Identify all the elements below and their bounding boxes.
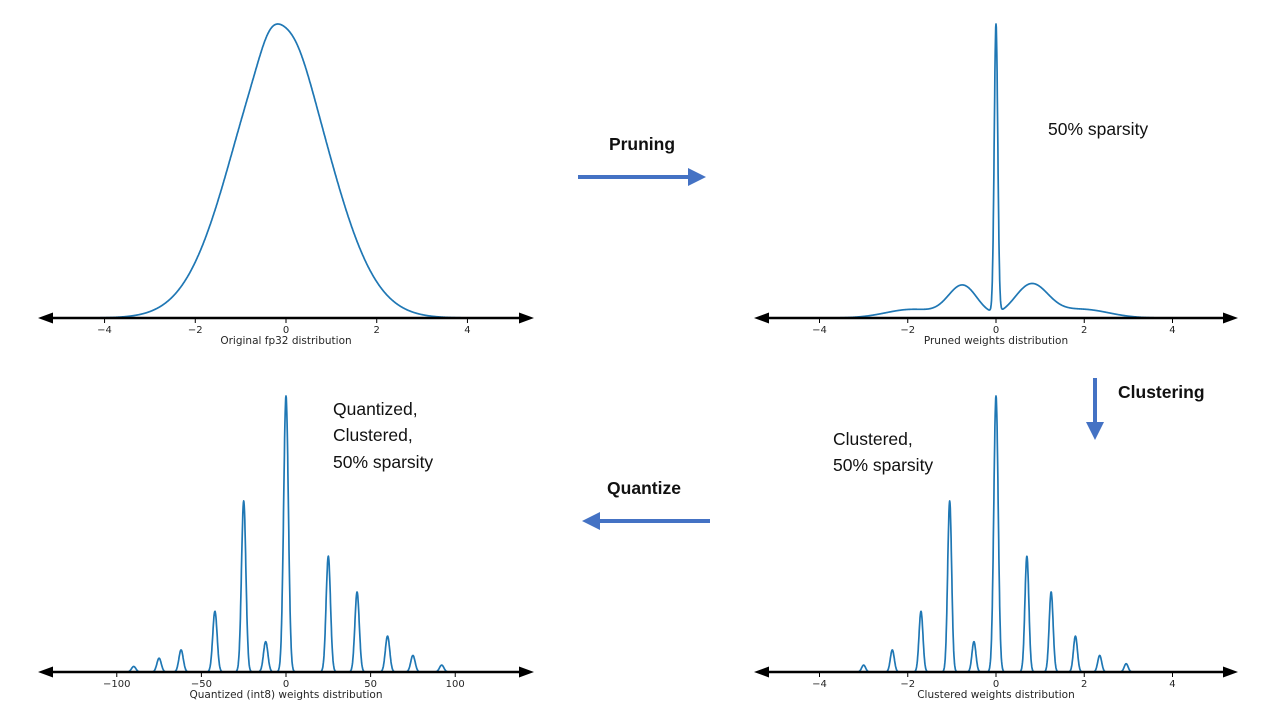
svg-text:2: 2 xyxy=(374,325,380,334)
clustering-label: Clustering xyxy=(1118,382,1205,402)
quantized-int8-plot: −100 −50 0 50 100 xyxy=(38,395,534,688)
pruning-label: Pruning xyxy=(608,134,676,154)
clustering-step: Clustering xyxy=(1082,376,1205,442)
quantize-step: Quantize xyxy=(576,478,712,534)
down-arrow-icon xyxy=(1086,378,1104,440)
svg-text:0: 0 xyxy=(993,679,999,688)
quantize-label: Quantize xyxy=(607,478,681,498)
svg-text:−4: −4 xyxy=(812,325,827,334)
svg-text:−2: −2 xyxy=(900,325,915,334)
svg-text:2: 2 xyxy=(1081,325,1087,334)
pruned-plot: −4 −2 0 2 4 xyxy=(754,23,1238,334)
chart-clustered: −4 −2 0 2 4 Clustered weights distribution xyxy=(752,372,1240,701)
original-fp32-plot: −4 −2 0 2 4 xyxy=(38,23,534,334)
pruning-step: Pruning xyxy=(576,134,708,190)
svg-text:0: 0 xyxy=(283,325,289,334)
svg-text:−50: −50 xyxy=(191,679,212,688)
annotation-pruned-sparsity: 50% sparsity xyxy=(1048,119,1149,139)
clustered-plot: −4 −2 0 2 4 xyxy=(754,395,1238,688)
svg-text:0: 0 xyxy=(993,325,999,334)
svg-text:−100: −100 xyxy=(103,679,130,688)
svg-text:−4: −4 xyxy=(812,679,827,688)
svg-text:−2: −2 xyxy=(900,679,915,688)
annotation-clustered-sparsity: Clustered, 50% sparsity xyxy=(833,429,934,476)
original-fp32-xlabel: Original fp32 distribution xyxy=(220,335,352,347)
svg-text:100: 100 xyxy=(446,679,465,688)
chart-original-fp32: −4 −2 0 2 4 Original fp32 distribution xyxy=(36,0,536,347)
svg-text:4: 4 xyxy=(1169,325,1175,334)
svg-text:4: 4 xyxy=(464,325,470,334)
svg-text:2: 2 xyxy=(1081,679,1087,688)
svg-text:0: 0 xyxy=(283,679,289,688)
svg-text:−4: −4 xyxy=(97,325,112,334)
pruned-xlabel: Pruned weights distribution xyxy=(923,335,1069,347)
chart-pruned: −4 −2 0 2 4 Pruned weights distribution xyxy=(752,0,1240,347)
svg-text:4: 4 xyxy=(1169,679,1175,688)
annotation-quantized-sparsity: Quantized, Clustered, 50% sparsity xyxy=(333,399,434,472)
left-arrow-icon xyxy=(582,512,710,530)
quantized-int8-xlabel: Quantized (int8) weights distribution xyxy=(189,689,383,701)
svg-text:−2: −2 xyxy=(188,325,203,334)
svg-text:50: 50 xyxy=(364,679,377,688)
chart-quantized-int8: −100 −50 0 50 100 Quantized (int8) weights d… xyxy=(36,372,536,701)
right-arrow-icon xyxy=(578,168,706,186)
clustered-xlabel: Clustered weights distribution xyxy=(917,689,1075,701)
